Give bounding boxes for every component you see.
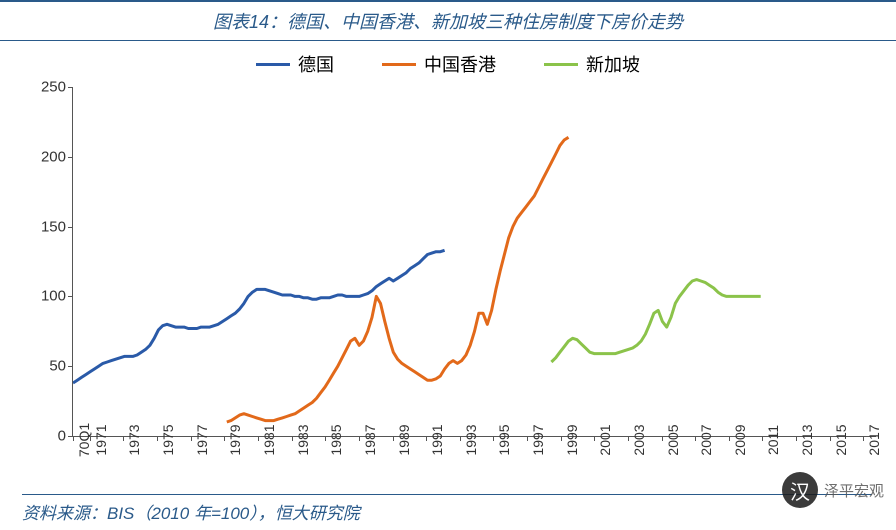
y-axis: 050100150200250 [26,87,66,437]
watermark-icon: 汉 [782,472,818,508]
x-tick-label: 1977 [194,424,210,455]
x-tick-label: 2003 [631,424,647,455]
line-plot-svg [73,87,876,436]
x-tick-label: 1999 [564,424,580,455]
x-tick-label: 1981 [261,424,277,455]
chart-area: 050100150200250 [72,87,876,437]
legend-swatch-germany [256,63,290,66]
legend-item-hongkong: 中国香港 [382,51,496,77]
y-tick: 150 [26,218,66,235]
y-tick: 100 [26,288,66,305]
series-singapore [551,280,760,362]
x-tick-label: 1993 [463,424,479,455]
x-tick-label: 70Q1 [76,423,92,457]
y-tick: 50 [26,358,66,375]
x-tick-label: 1987 [362,424,378,455]
legend-item-singapore: 新加坡 [544,51,640,77]
legend-item-germany: 德国 [256,51,334,77]
watermark: 汉 泽平宏观 [782,472,884,508]
x-tick-label: 2009 [732,424,748,455]
x-tick-label: 2001 [597,424,613,455]
plot-area [72,87,876,437]
x-tick-label: 2017 [866,424,882,455]
source-text: 资料来源：BIS（2010 年=100），恒大研究院 [22,494,872,524]
legend-label-hongkong: 中国香港 [424,51,496,77]
legend: 德国 中国香港 新加坡 [0,41,896,87]
watermark-text: 泽平宏观 [824,480,884,501]
chart-title: 图表14：德国、中国香港、新加坡三种住房制度下房价走势 [0,0,896,41]
x-tick-label: 1983 [295,424,311,455]
x-tick-label: 2015 [833,424,849,455]
x-tick-label: 1989 [396,424,412,455]
y-tick: 200 [26,148,66,165]
x-tick-label: 2007 [698,424,714,455]
y-tick: 250 [26,79,66,96]
legend-label-germany: 德国 [298,51,334,77]
x-tick-label: 2011 [765,425,781,455]
x-tick-label: 1975 [160,424,176,455]
x-tick-label: 1973 [126,424,142,455]
legend-swatch-singapore [544,63,578,66]
legend-swatch-hongkong [382,63,416,66]
series-germany [73,250,445,383]
x-tick-label: 2013 [799,424,815,455]
x-tick-label: 2005 [665,424,681,455]
x-tick-label: 1979 [227,424,243,455]
x-tick-label: 1995 [496,424,512,455]
x-tick-label: 1985 [328,424,344,455]
x-tick-label: 1971 [93,424,109,455]
legend-label-singapore: 新加坡 [586,51,640,77]
x-tick-label: 1997 [530,424,546,455]
y-tick: 0 [26,428,66,445]
x-tick-label: 1991 [429,424,445,455]
